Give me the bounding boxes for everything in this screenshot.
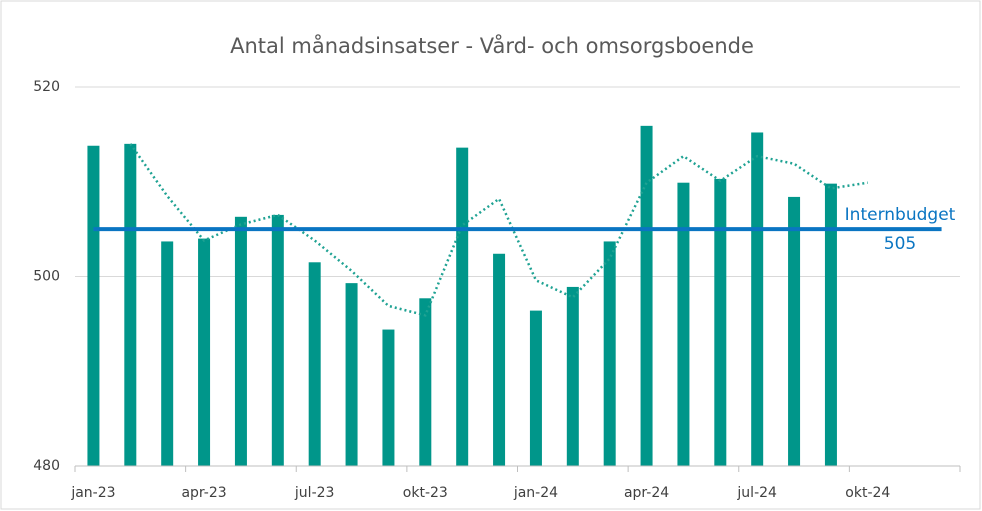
bar [382, 329, 395, 466]
bar [87, 145, 100, 466]
x-tick-label: apr-24 [624, 485, 669, 501]
bar [124, 143, 137, 466]
y-tick-label: 480 [33, 458, 60, 474]
bar [345, 283, 358, 466]
bar [566, 286, 579, 466]
bar [640, 125, 653, 466]
bar [198, 238, 211, 466]
y-tick-label: 500 [33, 269, 60, 285]
bar [603, 241, 616, 466]
chart-title: Antal månadsinsatser - Vård- och omsorgs… [230, 33, 754, 58]
bar [677, 182, 690, 466]
bar [824, 183, 837, 466]
bar [234, 216, 247, 466]
x-tick-label: okt-23 [403, 485, 448, 501]
bar [271, 214, 284, 466]
bar [788, 196, 801, 466]
x-tick-label: jan-23 [70, 485, 115, 501]
x-tick-label: okt-24 [845, 485, 890, 501]
budget-value: 505 [884, 234, 916, 254]
x-tick-label: jul-23 [294, 485, 335, 501]
bar [529, 310, 542, 466]
trend-line [129, 143, 869, 317]
x-tick-label: jul-24 [736, 485, 777, 501]
x-tick-label: jan-24 [513, 485, 558, 501]
bar [493, 253, 506, 466]
bar [714, 178, 727, 466]
y-tick-label: 520 [33, 79, 60, 95]
x-tick-label: apr-23 [181, 485, 226, 501]
budget-name: Internbudget [845, 205, 956, 225]
bar [308, 262, 321, 466]
bar [456, 147, 469, 466]
bar [161, 241, 174, 466]
bar [751, 132, 764, 467]
bar [419, 298, 432, 466]
